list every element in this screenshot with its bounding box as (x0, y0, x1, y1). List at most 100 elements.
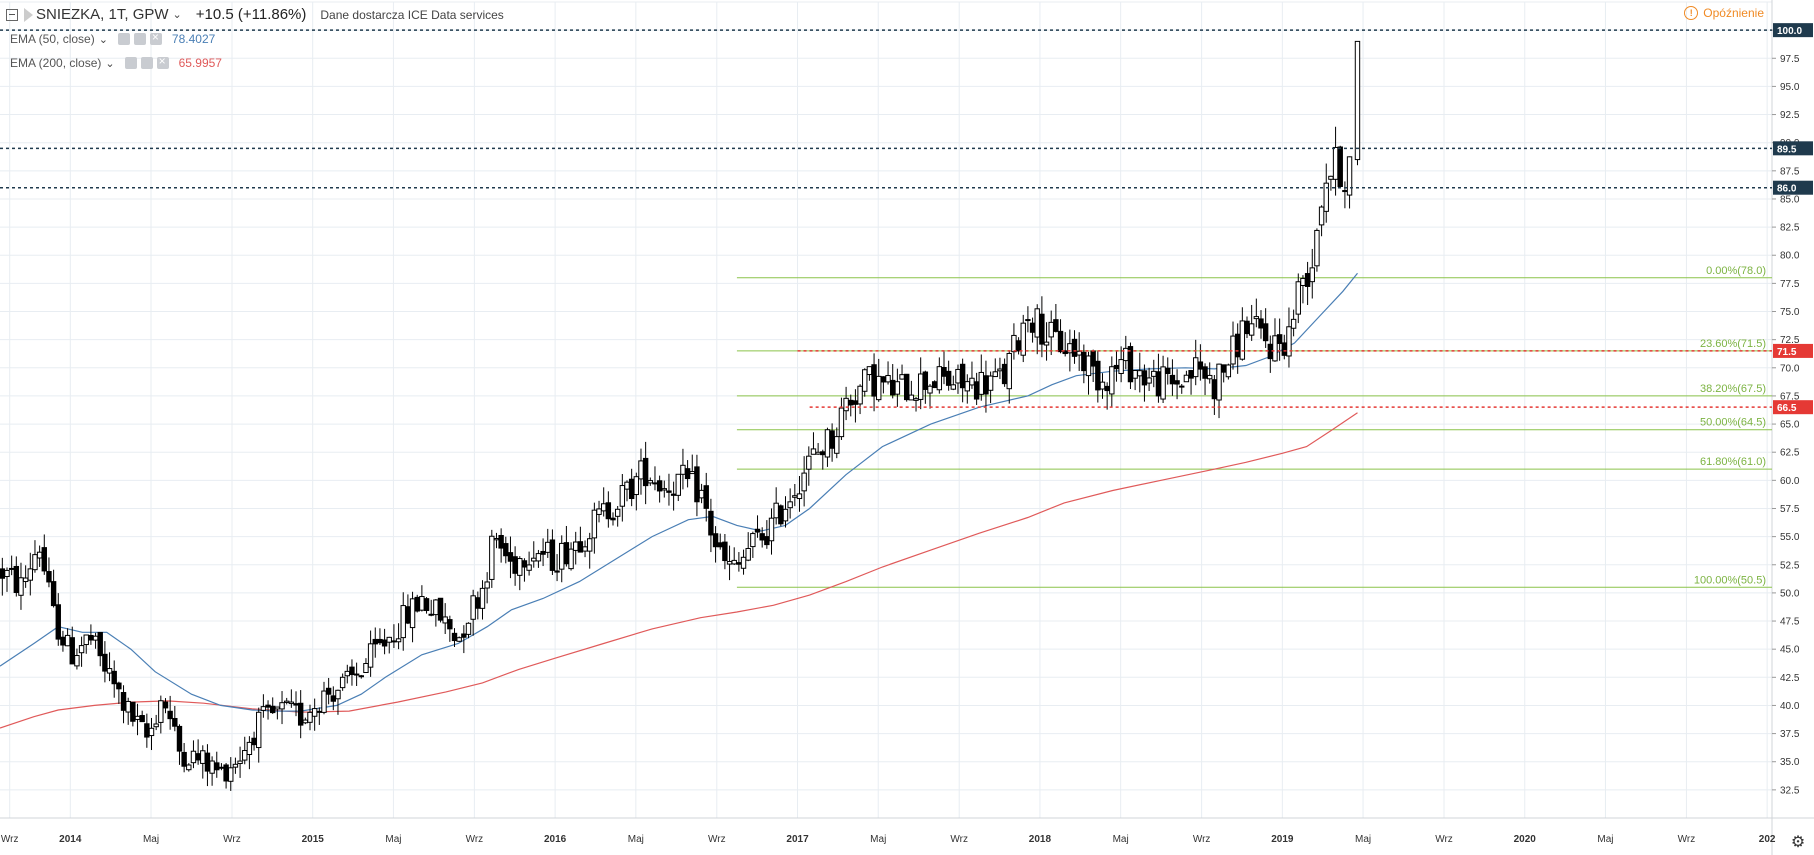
candle (195, 739, 201, 765)
candle (684, 460, 691, 488)
collapse-icon[interactable] (6, 8, 18, 21)
indicator-label[interactable]: EMA (50, close) (10, 32, 95, 46)
gear-icon[interactable] (133, 33, 146, 45)
flag-icon[interactable] (24, 7, 33, 22)
eye-icon[interactable] (117, 33, 130, 45)
x-tick-label: Maj (385, 834, 401, 845)
candle-body (218, 766, 225, 769)
candle-body (978, 371, 984, 395)
chart-legend: SNIEZKA, 1T, GPW ⌄ +10.5 (+11.86%) Dane … (0, 0, 900, 80)
candle (1220, 364, 1227, 383)
candle (843, 386, 849, 421)
candle-body (125, 700, 131, 713)
candle-body (684, 468, 691, 480)
candle-body (512, 556, 518, 574)
candle-body (1109, 366, 1115, 395)
candle-body (1220, 364, 1227, 373)
candle-body (596, 508, 602, 515)
candle (190, 740, 197, 769)
close-icon[interactable] (149, 30, 162, 45)
symbol-title[interactable]: SNIEZKA, 1T, GPW (36, 6, 169, 23)
indicator-value: 65.9957 (178, 56, 222, 70)
candle-body (908, 394, 915, 401)
candle (792, 483, 798, 507)
settings-gear-icon[interactable]: ⚙ (1790, 834, 1806, 851)
candle-body (1146, 377, 1152, 384)
candle (1276, 318, 1283, 361)
candle (22, 565, 29, 588)
candle-body (209, 760, 215, 774)
candle (1183, 370, 1190, 383)
level-price-label: 100.0 (1777, 26, 1802, 37)
candle (722, 533, 728, 570)
candle-body (237, 760, 243, 765)
candle-body (139, 715, 145, 723)
indicator-label[interactable]: EMA (200, close) (10, 56, 102, 70)
candle-body (680, 464, 686, 475)
candle-body (931, 381, 938, 389)
candle (451, 628, 458, 647)
indicator-ema200[interactable]: EMA (200, close) ⌄ 65.9957 (10, 54, 222, 70)
candle (153, 714, 159, 731)
candle (782, 496, 789, 528)
eye-icon[interactable] (124, 57, 137, 69)
candle (517, 556, 523, 591)
candle-body (260, 706, 267, 711)
candle (577, 526, 584, 553)
candle-body (750, 533, 756, 548)
candle (969, 361, 975, 389)
indicator-ema50[interactable]: EMA (50, close) ⌄ 78.4027 (10, 30, 215, 46)
candle-body (1057, 330, 1064, 353)
candle (200, 745, 206, 779)
candle-body (880, 376, 887, 383)
candle (750, 531, 756, 558)
chevron-down-icon[interactable]: ⌄ (172, 9, 182, 21)
candle (102, 641, 108, 683)
candle-body (848, 399, 854, 406)
candle (908, 380, 915, 401)
candle (465, 622, 472, 639)
candle-body (503, 543, 509, 557)
candle-body (922, 371, 929, 390)
delay-badge[interactable]: ! Opóźnienie (1684, 6, 1764, 20)
candle (852, 389, 859, 423)
candle-body (130, 701, 136, 722)
candle (703, 472, 709, 522)
candle-body (1354, 40, 1361, 161)
candle (125, 697, 131, 725)
fib-level-label: 38.20%(67.5) (1700, 383, 1766, 395)
candle-body (605, 502, 612, 520)
level-price-tag (1773, 141, 1813, 156)
candle (260, 694, 267, 718)
y-tick-label: 72.5 (1780, 335, 1800, 346)
chevron-down-icon[interactable]: ⌄ (98, 33, 108, 46)
candle-body (153, 723, 159, 728)
candle (405, 594, 411, 625)
candle-body (876, 375, 882, 401)
candle-body (661, 488, 667, 491)
fib-level-label: 50.00%(64.5) (1700, 417, 1766, 429)
candle-body (1015, 340, 1022, 352)
chevron-down-icon[interactable]: ⌄ (105, 57, 115, 70)
candle-body (1081, 351, 1087, 372)
candle-body (353, 673, 360, 676)
candle (176, 724, 183, 765)
candle-body (717, 542, 723, 548)
candle-body (381, 639, 388, 647)
candle (489, 529, 495, 588)
candle-body (820, 451, 826, 456)
candle (740, 549, 747, 575)
candle (111, 660, 117, 698)
close-icon[interactable] (156, 54, 169, 69)
candle (372, 627, 378, 658)
y-tick-label: 85.0 (1780, 194, 1800, 205)
candle-body (414, 596, 420, 612)
candle-body (186, 764, 192, 771)
candle (204, 744, 211, 787)
gear-icon[interactable] (140, 57, 153, 69)
candle (64, 628, 71, 647)
grid (0, 1, 1772, 819)
candle (251, 731, 257, 751)
candle (540, 538, 546, 567)
